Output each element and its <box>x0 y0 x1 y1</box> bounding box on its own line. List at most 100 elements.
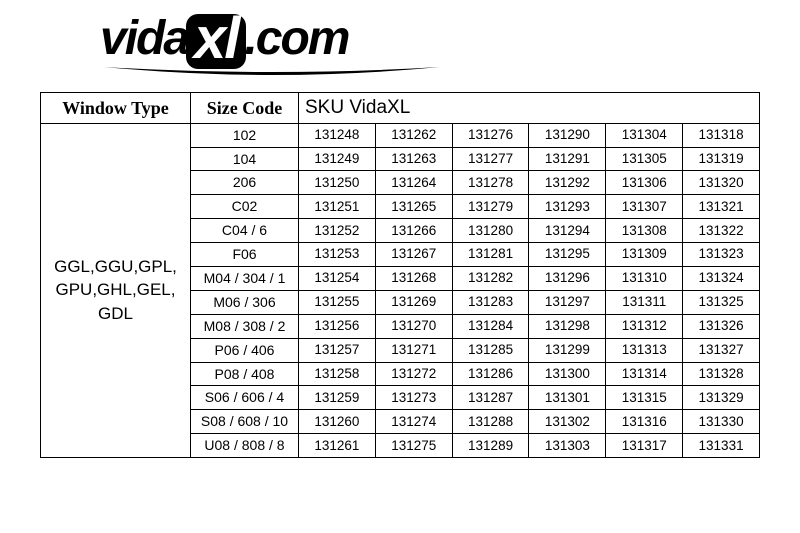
sku-cell: 131248 <box>299 123 376 147</box>
size-code-cell: M08 / 308 / 2 <box>191 314 299 338</box>
sku-cell: 131283 <box>452 290 529 314</box>
sku-cell: 131298 <box>529 314 606 338</box>
sku-cell: 131318 <box>683 123 760 147</box>
vidaxl-logo: vida xl .com <box>100 10 760 66</box>
size-code-cell: S06 / 606 / 4 <box>191 386 299 410</box>
size-code-cell: 104 <box>191 147 299 171</box>
sku-cell: 131269 <box>375 290 452 314</box>
logo-xl: xl <box>186 14 246 69</box>
sku-cell: 131330 <box>683 410 760 434</box>
sku-cell: 131311 <box>606 290 683 314</box>
sku-cell: 131310 <box>606 266 683 290</box>
sku-cell: 131278 <box>452 171 529 195</box>
sku-cell: 131262 <box>375 123 452 147</box>
size-code-cell: F06 <box>191 243 299 267</box>
sku-cell: 131272 <box>375 362 452 386</box>
size-code-cell: C02 <box>191 195 299 219</box>
sku-cell: 131302 <box>529 410 606 434</box>
logo-block: vida xl .com <box>40 10 760 84</box>
sku-cell: 131260 <box>299 410 376 434</box>
window-type-value: GGL,GGU,GPL,GPU,GHL,GEL,GDL <box>41 123 191 457</box>
sku-cell: 131264 <box>375 171 452 195</box>
size-code-cell: P06 / 406 <box>191 338 299 362</box>
sku-table: Window Type Size Code SKU VidaXL GGL,GGU… <box>40 92 760 458</box>
sku-cell: 131284 <box>452 314 529 338</box>
sku-cell: 131285 <box>452 338 529 362</box>
sku-cell: 131287 <box>452 386 529 410</box>
sku-cell: 131315 <box>606 386 683 410</box>
sku-cell: 131292 <box>529 171 606 195</box>
sku-cell: 131249 <box>299 147 376 171</box>
sku-cell: 131271 <box>375 338 452 362</box>
size-code-cell: M04 / 304 / 1 <box>191 266 299 290</box>
sku-cell: 131305 <box>606 147 683 171</box>
size-code-cell: 206 <box>191 171 299 195</box>
sku-cell: 131294 <box>529 219 606 243</box>
sku-cell: 131276 <box>452 123 529 147</box>
sku-cell: 131257 <box>299 338 376 362</box>
sku-cell: 131259 <box>299 386 376 410</box>
sku-cell: 131250 <box>299 171 376 195</box>
sku-cell: 131308 <box>606 219 683 243</box>
sku-cell: 131329 <box>683 386 760 410</box>
logo-swoosh-icon <box>102 65 442 79</box>
sku-cell: 131312 <box>606 314 683 338</box>
size-code-cell: S08 / 608 / 10 <box>191 410 299 434</box>
sku-cell: 131254 <box>299 266 376 290</box>
sku-cell: 131299 <box>529 338 606 362</box>
sku-cell: 131261 <box>299 434 376 458</box>
sku-cell: 131281 <box>452 243 529 267</box>
sku-cell: 131258 <box>299 362 376 386</box>
logo-com: .com <box>244 11 348 66</box>
sku-cell: 131324 <box>683 266 760 290</box>
size-code-cell: C04 / 6 <box>191 219 299 243</box>
sku-cell: 131307 <box>606 195 683 219</box>
table-header-row: Window Type Size Code SKU VidaXL <box>41 93 760 124</box>
sku-cell: 131325 <box>683 290 760 314</box>
sku-cell: 131327 <box>683 338 760 362</box>
sku-cell: 131303 <box>529 434 606 458</box>
sku-cell: 131255 <box>299 290 376 314</box>
sku-cell: 131295 <box>529 243 606 267</box>
sku-cell: 131273 <box>375 386 452 410</box>
sku-cell: 131314 <box>606 362 683 386</box>
logo-vida: vida <box>100 11 188 66</box>
sku-cell: 131320 <box>683 171 760 195</box>
sku-cell: 131256 <box>299 314 376 338</box>
sku-cell: 131306 <box>606 171 683 195</box>
header-sku: SKU VidaXL <box>299 93 760 124</box>
sku-cell: 131290 <box>529 123 606 147</box>
size-code-cell: 102 <box>191 123 299 147</box>
sku-cell: 131309 <box>606 243 683 267</box>
size-code-cell: U08 / 808 / 8 <box>191 434 299 458</box>
sku-cell: 131300 <box>529 362 606 386</box>
size-code-cell: M06 / 306 <box>191 290 299 314</box>
sku-cell: 131319 <box>683 147 760 171</box>
sku-cell: 131323 <box>683 243 760 267</box>
sku-cell: 131331 <box>683 434 760 458</box>
sku-cell: 131321 <box>683 195 760 219</box>
sku-cell: 131265 <box>375 195 452 219</box>
sku-cell: 131291 <box>529 147 606 171</box>
sku-cell: 131313 <box>606 338 683 362</box>
sku-cell: 131252 <box>299 219 376 243</box>
sku-cell: 131289 <box>452 434 529 458</box>
size-code-cell: P08 / 408 <box>191 362 299 386</box>
sku-cell: 131282 <box>452 266 529 290</box>
sku-cell: 131293 <box>529 195 606 219</box>
sku-cell: 131297 <box>529 290 606 314</box>
sku-cell: 131263 <box>375 147 452 171</box>
sku-cell: 131267 <box>375 243 452 267</box>
sku-cell: 131286 <box>452 362 529 386</box>
sku-cell: 131316 <box>606 410 683 434</box>
header-window-type: Window Type <box>41 93 191 124</box>
table-row: GGL,GGU,GPL,GPU,GHL,GEL,GDL1021312481312… <box>41 123 760 147</box>
sku-cell: 131266 <box>375 219 452 243</box>
sku-cell: 131288 <box>452 410 529 434</box>
sku-cell: 131279 <box>452 195 529 219</box>
sku-cell: 131275 <box>375 434 452 458</box>
sku-cell: 131280 <box>452 219 529 243</box>
sku-cell: 131326 <box>683 314 760 338</box>
sku-cell: 131253 <box>299 243 376 267</box>
sku-cell: 131322 <box>683 219 760 243</box>
